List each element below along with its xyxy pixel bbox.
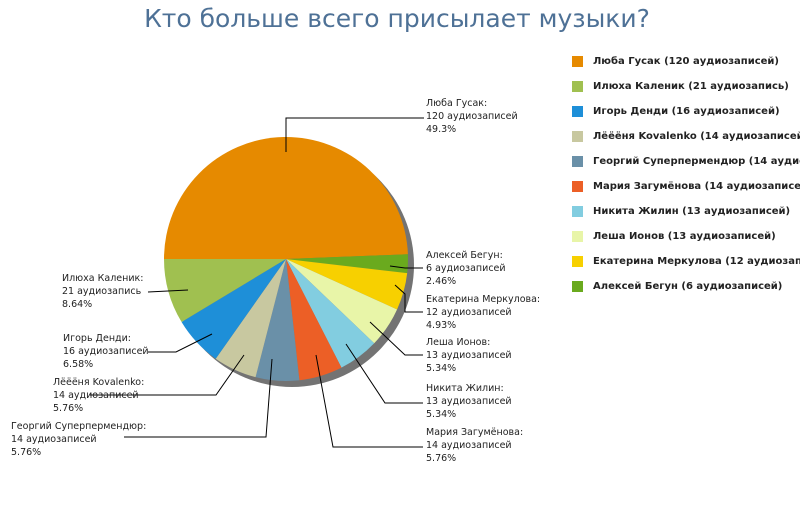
pie-slice-4[interactable] [286, 259, 375, 368]
legend-swatch-7 [572, 231, 583, 242]
legend-label-7: Леша Ионов (13 аудиозаписей) [593, 231, 776, 242]
chart-legend: Люба Гусак (120 аудиозаписей) Илюха Кален… [569, 54, 800, 304]
legend-item-8: Екатерина Меркулова (12 аудиозаписей) [569, 254, 800, 279]
legend-label-0: Люба Гусак (120 аудиозаписей) [593, 56, 779, 67]
pie-slice-3[interactable] [286, 259, 398, 344]
legend-label-6: Никита Жилин (13 аудиозаписей) [593, 206, 791, 217]
slice-label-4: Никита Жилин: 13 аудиозаписей 5.34% [426, 383, 512, 420]
legend-item-0: Люба Гусак (120 аудиозаписей) [569, 54, 800, 79]
legend-swatch-5 [572, 181, 583, 192]
legend-item-6: Никита Жилин (13 аудиозаписей) [569, 204, 800, 229]
legend-label-4: Георгий Суперпермендюр (14 аудиозаписей) [593, 156, 800, 167]
slice-label-9: Илюха Каленик: 21 аудиозапись 8.64% [62, 273, 143, 310]
legend-label-1: Илюха Каленик (21 аудиозапись) [593, 81, 789, 92]
slice-label-6: Георгий Суперпермендюр: 14 аудиозаписей 5.… [11, 421, 146, 458]
legend-label-5: Мария Загумёнова (14 аудиозаписей) [593, 181, 800, 192]
pie-slice-2[interactable] [286, 259, 408, 310]
legend-item-5: Мария Загумёнова (14 аудиозаписей) [569, 179, 800, 204]
legend-swatch-6 [572, 206, 583, 217]
pie-slice-1[interactable] [286, 254, 408, 274]
slice-label-7: Лёёёня Kovalenko: 14 аудиозаписей 5.76% [53, 377, 144, 414]
slice-label-3: Леша Ионов: 13 аудиозаписей 5.34% [426, 337, 512, 374]
legend-swatch-4 [572, 156, 583, 167]
legend-item-1: Илюха Каленик (21 аудиозапись) [569, 79, 800, 104]
legend-swatch-8 [572, 256, 583, 267]
legend-item-4: Георгий Суперпермендюр (14 аудиозаписей) [569, 154, 800, 179]
legend-swatch-9 [572, 281, 583, 292]
leader-line-3 [369, 321, 423, 356]
pie-slice-0[interactable] [164, 137, 408, 259]
leader-line-1 [389, 265, 423, 269]
pie-slice-7[interactable] [215, 259, 286, 378]
pie-slice-9[interactable] [164, 259, 286, 323]
legend-item-9: Алексей Бегун (6 аудиозаписей) [569, 279, 800, 304]
leader-line-8 [148, 333, 213, 353]
legend-label-8: Екатерина Меркулова (12 аудиозаписей) [593, 256, 800, 267]
legend-label-3: Лёёёня Kovalenko (14 аудиозаписей) [593, 131, 800, 142]
leader-line-5 [315, 354, 423, 448]
leader-line-0 [285, 117, 424, 152]
legend-item-3: Лёёёня Kovalenko (14 аудиозаписей) [569, 129, 800, 154]
leader-line-6 [124, 358, 273, 438]
legend-item-2: Игорь Денди (16 аудиозаписей) [569, 104, 800, 129]
leader-line-7 [90, 354, 245, 396]
legend-swatch-0 [572, 56, 583, 67]
legend-swatch-1 [572, 81, 583, 92]
pie-slice-8[interactable] [181, 259, 286, 359]
pie-slice-5[interactable] [286, 259, 342, 381]
chart-title: Кто больше всего присылает музыки? [144, 4, 650, 33]
slice-label-0: Люба Гусак: 120 аудиозаписей 49.3% [426, 98, 518, 135]
pie-slice-6[interactable] [255, 259, 300, 381]
legend-item-7: Леша Ионов (13 аудиозаписей) [569, 229, 800, 254]
legend-label-9: Алексей Бегун (6 аудиозаписей) [593, 281, 783, 292]
legend-swatch-3 [572, 131, 583, 142]
slice-label-1: Алексей Бегун: 6 аудиозаписей 2.46% [426, 250, 506, 287]
legend-swatch-2 [572, 106, 583, 117]
slice-label-5: Мария Загумёнова: 14 аудиозаписей 5.76% [426, 427, 523, 464]
leader-line-9 [147, 289, 189, 293]
slice-label-2: Екатерина Меркулова: 12 аудиозаписей 4.93% [426, 294, 540, 331]
slice-label-8: Игорь Денди: 16 аудиозаписей 6.58% [63, 333, 149, 370]
leader-line-4 [345, 343, 423, 404]
legend-label-2: Игорь Денди (16 аудиозаписей) [593, 106, 780, 117]
leader-line-2 [394, 284, 423, 313]
